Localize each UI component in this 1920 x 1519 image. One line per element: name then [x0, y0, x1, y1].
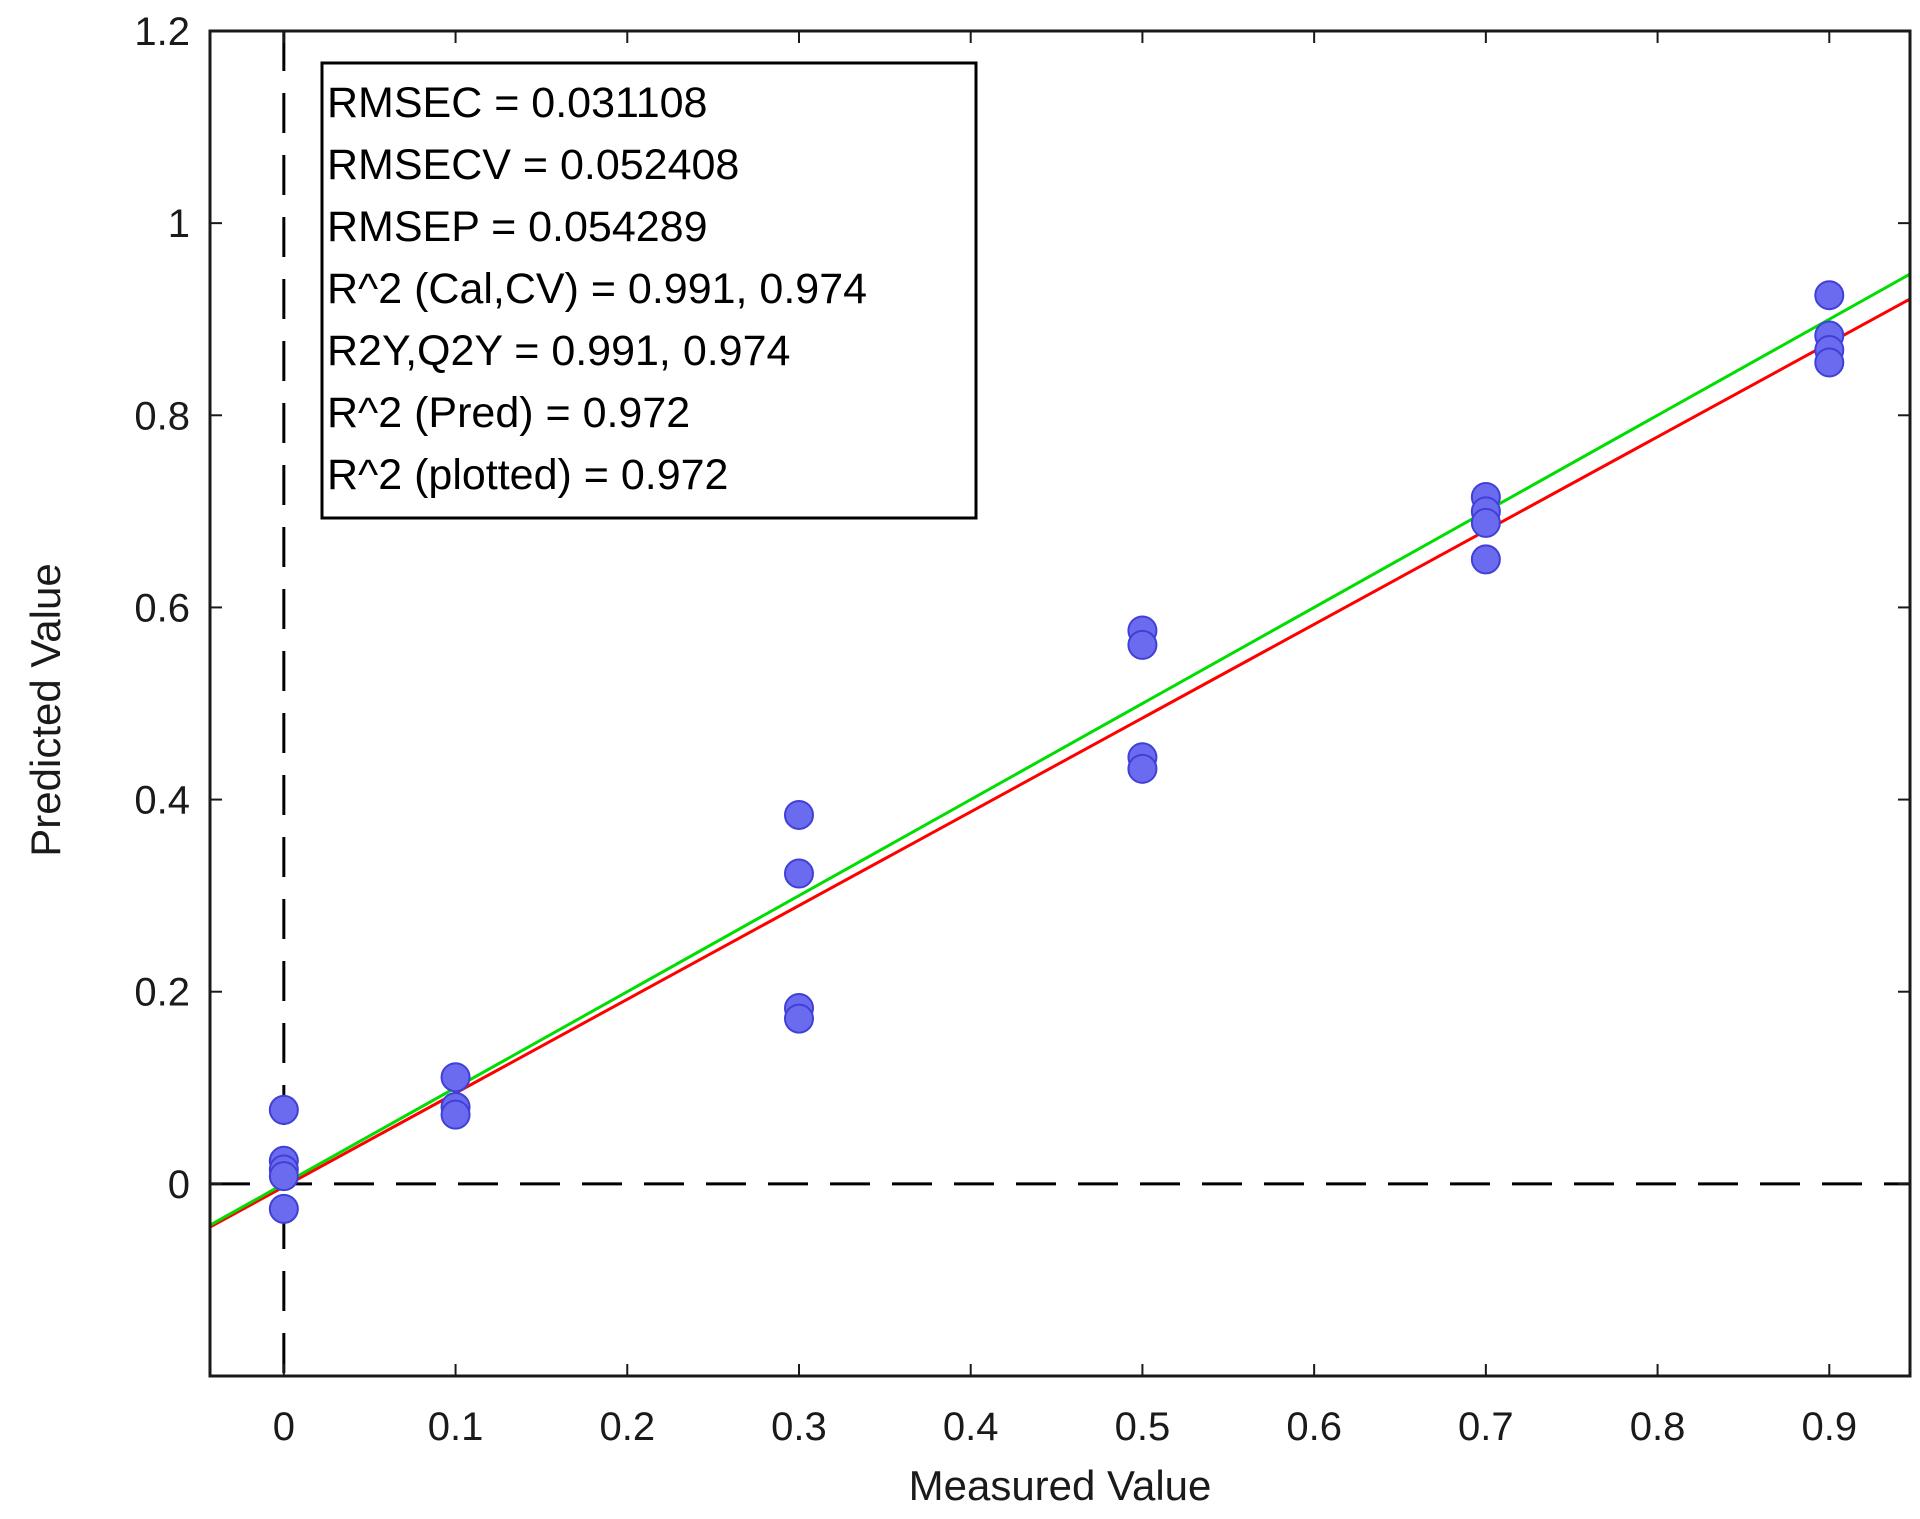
data-point	[1127, 629, 1158, 660]
stats-legend-box: RMSEC = 0.031108 RMSECV = 0.052408 RMSEP =…	[320, 61, 978, 520]
tick-labels: 0 0.1 0.2 0.3 0.4 0.5 0.6 0.7 0.8 0.9 0 0.2 0.4 0.6 0.…	[134, 10, 1857, 1449]
stat-line: R^2 (plotted) = 0.972	[327, 451, 728, 499]
x-tick-label: 0	[273, 1405, 295, 1449]
data-point	[1470, 507, 1501, 538]
stat-line: R^2 (Pred) = 0.972	[327, 389, 690, 437]
x-tick-label: 0.6	[1286, 1405, 1342, 1449]
stats-box-frame	[320, 61, 978, 520]
data-point	[440, 1062, 471, 1093]
x-tick-label: 0.4	[943, 1405, 999, 1449]
data-point	[783, 799, 814, 830]
y-tick-label: 0.8	[134, 394, 190, 438]
y-tick-label: 0.6	[134, 586, 190, 630]
stat-line: RMSEP = 0.054289	[327, 203, 708, 251]
y-tick-label: 1	[168, 202, 190, 246]
axis-ticks	[210, 30, 1910, 1376]
y-axis-label: Predicted Value	[22, 563, 69, 856]
data-point	[783, 1003, 814, 1034]
y-tick-label: 0.4	[134, 779, 190, 823]
plot-frame	[208, 29, 1912, 1378]
x-tick-label: 0.9	[1801, 1405, 1857, 1449]
y-tick-label: 0	[168, 1163, 190, 1207]
stat-line: R2Y,Q2Y = 0.991, 0.974	[327, 327, 790, 375]
x-tick-label: 0.2	[599, 1405, 655, 1449]
stat-line: RMSEC = 0.031108	[327, 79, 707, 127]
y-tick-label: 1.2	[134, 10, 190, 54]
data-point	[1814, 347, 1845, 378]
data-point	[1127, 753, 1158, 784]
data-point	[268, 1161, 299, 1192]
data-point	[268, 1193, 299, 1224]
data-point	[1470, 544, 1501, 575]
data-point	[783, 858, 814, 889]
x-tick-label: 0.7	[1458, 1405, 1514, 1449]
stat-line: R^2 (Cal,CV) = 0.991, 0.974	[327, 265, 867, 313]
data-point	[440, 1099, 471, 1130]
fit-lines	[209, 272, 1911, 1229]
y-tick-label: 0.2	[134, 971, 190, 1015]
x-tick-label: 0.1	[428, 1405, 484, 1449]
x-tick-label: 0.8	[1630, 1405, 1686, 1449]
stat-line: RMSECV = 0.052408	[327, 141, 739, 189]
data-point	[268, 1094, 299, 1125]
x-axis-label: Measured Value	[909, 1462, 1212, 1509]
data-point	[1814, 280, 1845, 311]
data-points	[268, 280, 1845, 1224]
x-tick-label: 0.3	[771, 1405, 827, 1449]
stats-lines: RMSEC = 0.031108 RMSECV = 0.052408 RMSEP =…	[327, 79, 867, 499]
fit-green-line	[209, 272, 1911, 1227]
x-tick-label: 0.5	[1115, 1405, 1171, 1449]
fit-red-line	[209, 297, 1911, 1229]
